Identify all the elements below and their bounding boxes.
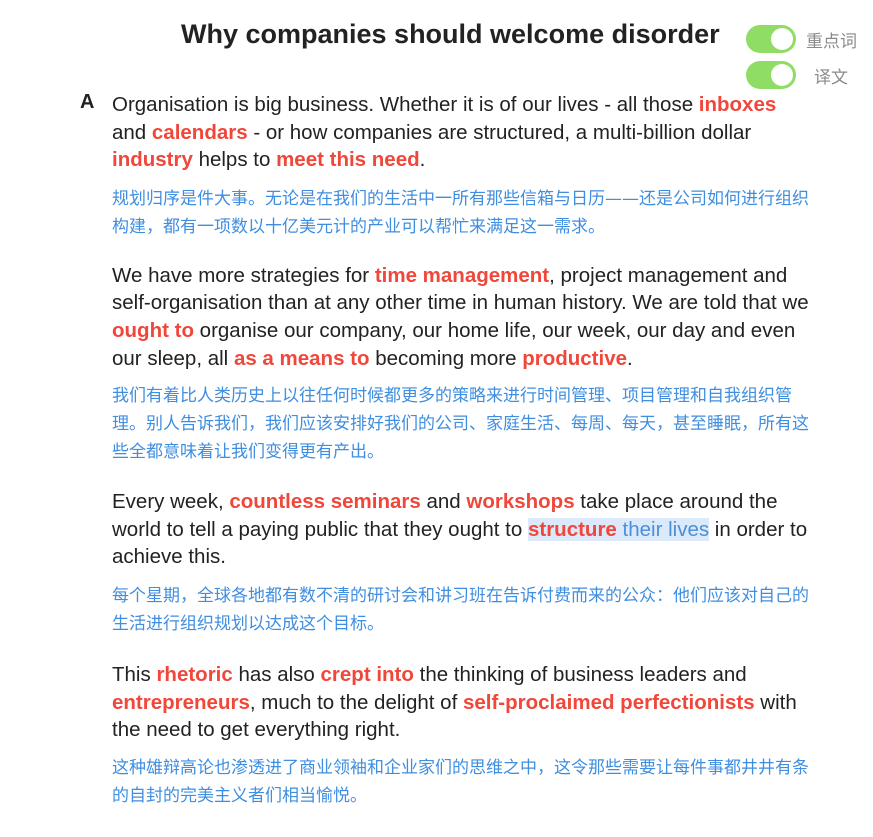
paragraph-text: This [112, 662, 157, 686]
keyword-highlight[interactable]: entrepreneurs [112, 690, 250, 714]
keyword-highlight[interactable]: rhetoric [156, 662, 233, 686]
keyword-highlight[interactable]: countless seminars [229, 490, 421, 514]
paragraph-text: - or how companies are structured, a mul… [247, 120, 752, 144]
translation-toggle-row[interactable]: 译文 [746, 61, 848, 89]
english-paragraph: We have more strategies for time managem… [112, 262, 812, 372]
paragraph-text: has also [232, 662, 321, 686]
keyword-highlight[interactable]: crept into [320, 662, 414, 686]
english-paragraph: Organisation is big business. Whether it… [112, 91, 812, 174]
paragraph-block: We have more strategies for time managem… [112, 262, 812, 466]
keyword-highlight[interactable]: as a means to [233, 346, 370, 370]
keyword-toggle-row[interactable]: 重点词 [746, 25, 857, 53]
selected-text: their lives [616, 517, 710, 541]
keyword-highlight[interactable]: structure [527, 517, 617, 541]
chinese-translation: 这种雄辩高论也渗透进了商业领袖和企业家们的思维之中，这令那些需要让每件事都井井有… [112, 757, 809, 806]
translation-toggle-label: 译文 [814, 67, 848, 88]
paragraph-text: . [627, 346, 633, 370]
page-title: Why companies should welcome disorder [181, 19, 720, 49]
keyword-highlight[interactable]: workshops [466, 490, 575, 514]
keyword-highlight[interactable]: ought to [112, 318, 194, 342]
chinese-translation: 规划归序是件大事。无论是在我们的生活中一所有那些信箱与日历——还是公司如何进行组… [112, 188, 809, 237]
paragraph-text: and [420, 490, 467, 514]
keyword-highlight[interactable]: calendars [151, 120, 248, 144]
keyword-highlight-toggle[interactable] [746, 25, 796, 53]
paragraph-text: take place around the world to tell a pa… [112, 490, 778, 541]
paragraph-block: Organisation is big business. Whether it… [112, 91, 812, 241]
paragraph-text: Every week, [112, 490, 230, 514]
paragraph-text: the thinking of business leaders and [413, 662, 747, 686]
keyword-highlight[interactable]: self-proclaimed perfectionists [462, 690, 755, 714]
keyword-highlight[interactable]: time management [374, 263, 550, 287]
keyword-highlight[interactable]: meet this need [276, 148, 420, 172]
english-paragraph: This rhetoric has also crept into the th… [112, 661, 812, 744]
toggle-knob [771, 28, 793, 50]
paragraph-block: This rhetoric has also crept into the th… [112, 661, 812, 810]
article-body: Organisation is big business. Whether it… [112, 91, 812, 810]
paragraph-text: and [112, 120, 152, 144]
keyword-highlight[interactable]: industry [112, 148, 193, 172]
paragraph-text: , project management and self-organisati… [112, 263, 809, 315]
keyword-highlight[interactable]: inboxes [698, 93, 777, 116]
toggle-knob [771, 64, 793, 86]
paragraph-text: organise our company, our home life, our… [112, 318, 796, 370]
paragraph-text: becoming more [369, 346, 523, 370]
chinese-translation: 每个星期，全球各地都有数不清的研讨会和讲习班在告诉付费而来的公众：他们应该对自己… [112, 585, 809, 634]
keyword-highlight[interactable]: productive [522, 346, 628, 370]
translation-toggle[interactable] [746, 61, 796, 89]
paragraph-text: with the need to get everything right. [112, 690, 797, 742]
section-letter: A [80, 91, 95, 113]
paragraph-text: helps to [192, 148, 277, 172]
paragraph-text: , much to the delight of [249, 690, 463, 714]
english-paragraph: Every week, countless seminars and works… [112, 488, 812, 571]
paragraph-text: . [419, 148, 426, 172]
paragraph-block: Every week, countless seminars and works… [112, 488, 812, 638]
keyword-toggle-label: 重点词 [806, 31, 857, 52]
paragraph-text: Organisation is big business. Whether it… [112, 93, 699, 116]
paragraph-text: in order to achieve this. [112, 517, 808, 569]
paragraph-text: We have more strategies for [112, 263, 375, 287]
chinese-translation: 我们有着比人类历史上以往任何时候都更多的策略来进行时间管理、项目管理和自我组织管… [112, 386, 809, 463]
